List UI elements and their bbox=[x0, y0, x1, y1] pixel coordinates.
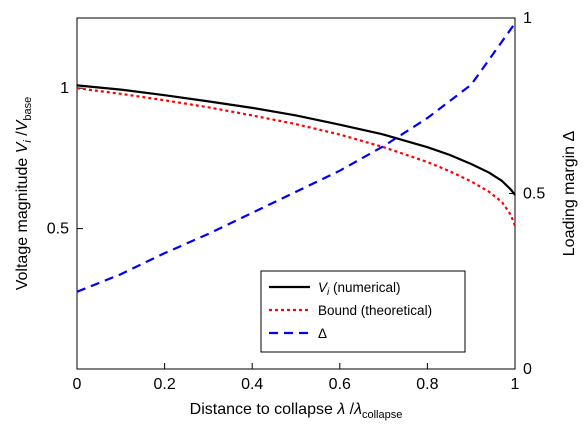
x-tick-label: 0.8 bbox=[416, 376, 438, 393]
y-axis-left-title-slash: / bbox=[14, 131, 31, 140]
y-axis-left-title-sub-base: base bbox=[22, 97, 34, 121]
y-axis-right-title-main: Loading margin bbox=[561, 141, 578, 256]
y-right-tick-label: 0 bbox=[523, 361, 532, 378]
x-axis-title-symbol: λ bbox=[336, 401, 345, 418]
legend-entry-subscript: i bbox=[327, 287, 330, 298]
y-axis-left-title-v2: V bbox=[14, 119, 31, 131]
y-axis-left-title-sub-i: i bbox=[22, 140, 34, 143]
x-axis-title-subscript: collapse bbox=[362, 409, 402, 421]
series-line-3 bbox=[76, 22, 516, 293]
x-axis-title: Distance to collapse λ /λcollapse bbox=[190, 401, 403, 421]
legend: Vi (numerical) Bound (theoretical) Δ bbox=[260, 270, 466, 353]
x-tick-label: 0 bbox=[73, 376, 82, 393]
legend-entry-symbol: V bbox=[318, 280, 329, 295]
y-axis-left-title-main: Voltage magnitude bbox=[14, 153, 31, 290]
legend-entry-text: (numerical) bbox=[329, 280, 400, 295]
legend-box bbox=[260, 270, 466, 353]
x-tick-label: 0.4 bbox=[241, 376, 263, 393]
y-axis-right-title: Loading margin Δ bbox=[561, 130, 578, 256]
x-tick-label: 1 bbox=[511, 376, 520, 393]
series-line-1 bbox=[76, 84, 516, 196]
x-axis-title-slash: / bbox=[345, 401, 354, 418]
x-tick-label: 0.6 bbox=[329, 376, 351, 393]
series-line-2 bbox=[76, 87, 517, 227]
y-left-tick-label: 1 bbox=[60, 80, 69, 97]
y-left-tick-label: 0.5 bbox=[47, 221, 69, 238]
x-tick-label: 0.2 bbox=[153, 376, 175, 393]
y-axis-right-title-symbol: Δ bbox=[561, 130, 578, 141]
legend-entry-label: Bound (theoretical) bbox=[318, 303, 432, 318]
legend-entry-text: Δ bbox=[318, 326, 327, 341]
legend-entry-label: Δ bbox=[318, 326, 327, 341]
y-axis-left-title: Voltage magnitude Vi /Vbase bbox=[14, 97, 34, 291]
legend-entry-label: Vi (numerical) bbox=[318, 280, 401, 298]
y-axis-left-title-v: V bbox=[14, 141, 31, 153]
y-right-tick-label: 0.5 bbox=[523, 186, 545, 203]
series-lines bbox=[76, 22, 517, 293]
y-right-tick-label: 1 bbox=[523, 10, 532, 27]
legend-entry-text: Bound (theoretical) bbox=[318, 303, 432, 318]
x-axis-title-symbol-2: λ bbox=[353, 401, 362, 418]
x-axis-title-main: Distance to collapse bbox=[190, 401, 338, 418]
